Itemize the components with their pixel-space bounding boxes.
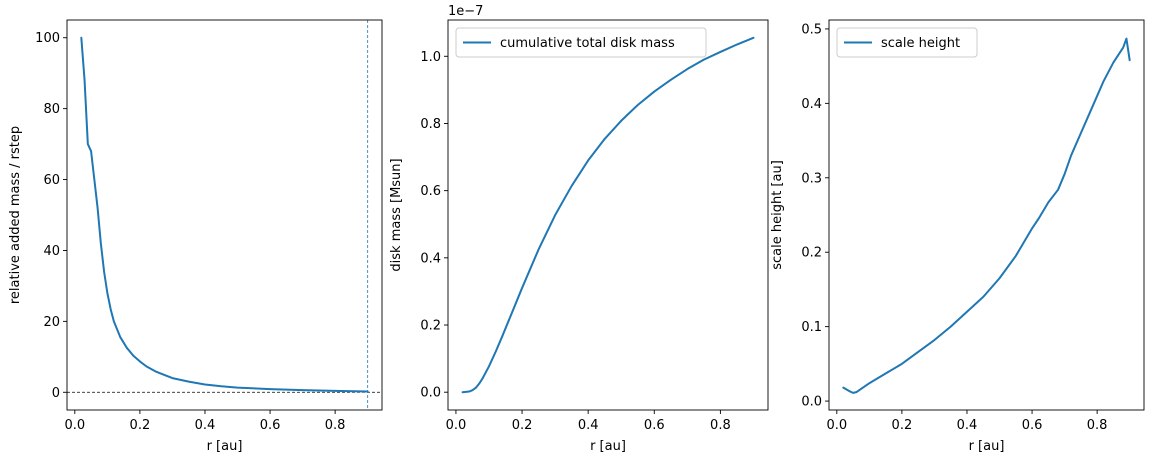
plot-frame <box>447 19 769 411</box>
x-tick-label: 0.4 <box>957 418 978 433</box>
y-tick-label: 0.5 <box>801 22 822 37</box>
y-axis-label: scale height [au] <box>770 160 785 270</box>
y-tick-label: 0.0 <box>801 395 822 410</box>
y-tick-label: 0.6 <box>420 184 441 199</box>
x-tick-label: 0.4 <box>578 418 599 433</box>
y-tick-label: 60 <box>43 173 60 188</box>
y-tick-label: 0.2 <box>801 246 822 261</box>
legend-label: scale height <box>881 36 960 51</box>
y-tick-label: 0.0 <box>420 386 441 401</box>
x-axis-label: r [au] <box>207 439 243 454</box>
legend-box <box>455 27 707 58</box>
plot-frame <box>828 19 1145 411</box>
y-tick-label: 1.0 <box>420 50 441 65</box>
x-tick-label: 0.0 <box>446 418 467 433</box>
x-tick-label: 0.8 <box>1087 418 1108 433</box>
panel-relative-added-mass: 0.0 0.2 0.4 0.6 0.8 0 20 40 60 80 100 r [au] relativ… <box>8 19 383 454</box>
y-axis-label: relative added mass / rstep <box>8 126 23 304</box>
x-tick-label: 0.4 <box>195 418 216 433</box>
x-tick-label: 0.6 <box>1022 418 1043 433</box>
x-tick-label: 0.6 <box>260 418 281 433</box>
legend-label: cumulative total disk mass <box>500 36 675 51</box>
y-tick-label: 0 <box>52 386 60 401</box>
y-tick-label: 80 <box>43 102 60 117</box>
y-tick-label: 100 <box>35 31 60 46</box>
plot-frame <box>66 19 383 411</box>
panel-cumulative-disk-mass: 0.0 0.2 0.4 0.6 0.8 0.0 0.2 0.4 0.6 0.8 1.0 r [au] d… <box>389 4 769 454</box>
y-tick-label: 0.3 <box>801 171 822 186</box>
x-tick-label: 0.6 <box>644 418 665 433</box>
panel-scale-height: 0.0 0.2 0.4 0.6 0.8 0.0 0.1 0.2 0.3 0.4 0.5 r [au] s… <box>770 19 1145 454</box>
y-offset-text: 1e−7 <box>448 4 483 19</box>
x-tick-label: 0.2 <box>512 418 533 433</box>
y-tick-label: 40 <box>43 244 60 259</box>
x-axis-label: r [au] <box>590 439 626 454</box>
y-tick-label: 20 <box>43 315 60 330</box>
y-axis-label: disk mass [Msun] <box>389 158 404 271</box>
x-tick-label: 0.8 <box>710 418 731 433</box>
y-tick-label: 0.1 <box>801 320 822 335</box>
series-line <box>80 36 369 393</box>
x-tick-label: 0.2 <box>130 418 151 433</box>
y-tick-label: 0.2 <box>420 319 441 334</box>
series-line <box>842 37 1131 394</box>
x-tick-label: 0.8 <box>325 418 346 433</box>
y-tick-label: 0.4 <box>801 97 822 112</box>
y-tick-label: 0.4 <box>420 251 441 266</box>
legend-box <box>836 27 978 58</box>
x-tick-label: 0.2 <box>892 418 913 433</box>
x-tick-label: 0.0 <box>64 418 85 433</box>
x-axis-label: r [au] <box>969 439 1005 454</box>
y-tick-label: 0.8 <box>420 117 441 132</box>
series-line <box>461 36 755 394</box>
x-tick-label: 0.0 <box>826 418 847 433</box>
